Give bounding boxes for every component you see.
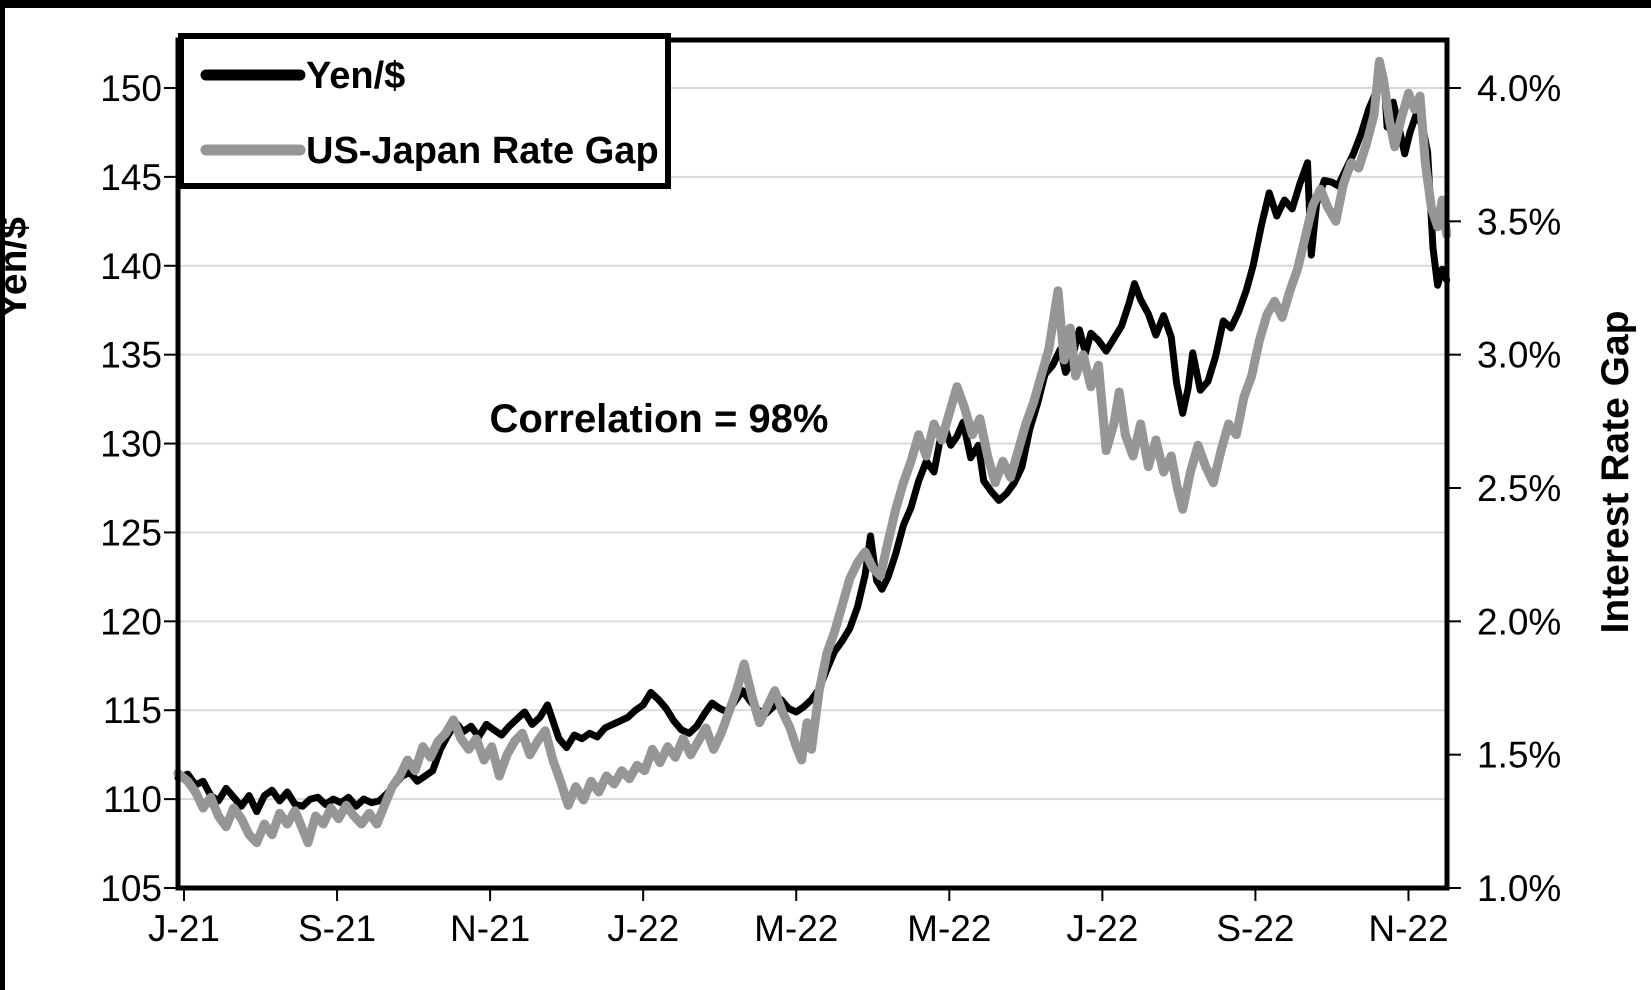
x-axis-tick-label: J-21 (148, 908, 220, 949)
x-axis-tick-label: S-21 (298, 908, 376, 949)
left-axis-tick-label: 130 (100, 424, 162, 465)
x-axis-tick-label: M-22 (754, 908, 838, 949)
left-axis-tick-label: 105 (100, 868, 162, 909)
series-line-yen (174, 73, 1451, 816)
series-line-rate-gap (173, 56, 1452, 848)
x-axis-tick-label: J-22 (1066, 908, 1138, 949)
legend-box (178, 33, 671, 189)
series-lines (173, 56, 1452, 848)
left-axis-tick-label: 145 (100, 157, 162, 198)
right-axis-tick-label: 1.5% (1477, 735, 1561, 776)
left-axis-tick-label: 135 (100, 335, 162, 376)
legend: Yen/$ US-Japan Rate Gap (178, 33, 671, 189)
left-axis-tick-label: 120 (100, 601, 162, 642)
x-axis-tick-label: N-21 (450, 908, 530, 949)
left-axis-title: Yen/$ (0, 217, 35, 319)
right-axis-tick-label: 1.0% (1477, 868, 1561, 909)
frame-top-border (0, 0, 1651, 8)
x-axis-tick-label: J-22 (607, 908, 679, 949)
left-axis-tick-label: 140 (100, 246, 162, 287)
left-axis-tick-label: 150 (100, 68, 162, 109)
right-axis-title: Interest Rate Gap (1594, 311, 1637, 634)
right-axis-tick-label: 2.5% (1477, 468, 1561, 509)
legend-yen-label: Yen/$ (306, 55, 405, 97)
x-axis-tick-label: S-22 (1216, 908, 1294, 949)
left-axis-tick-label: 125 (100, 512, 162, 553)
correlation-annotation: Correlation = 98% (489, 397, 828, 441)
right-axis-tick-label: 3.0% (1477, 335, 1561, 376)
right-axis-tick-label: 4.0% (1477, 68, 1561, 109)
axis-ticks (164, 87, 1461, 901)
axis-tick-labels: 105 110 115 120 125 130 135 140 145 150 1.0% 1.5% 2.… (100, 68, 1561, 949)
left-axis-tick-label: 110 (103, 779, 162, 820)
right-axis-tick-label: 3.5% (1477, 201, 1561, 242)
frame-left-border (0, 0, 5, 990)
x-axis-tick-label: M-22 (907, 908, 991, 949)
left-axis-tick-label: 115 (103, 690, 162, 731)
x-axis-tick-label: N-22 (1368, 908, 1448, 949)
legend-rategap-label: US-Japan Rate Gap (306, 130, 659, 172)
right-axis-tick-label: 2.0% (1477, 601, 1561, 642)
plot-border (175, 37, 1450, 891)
